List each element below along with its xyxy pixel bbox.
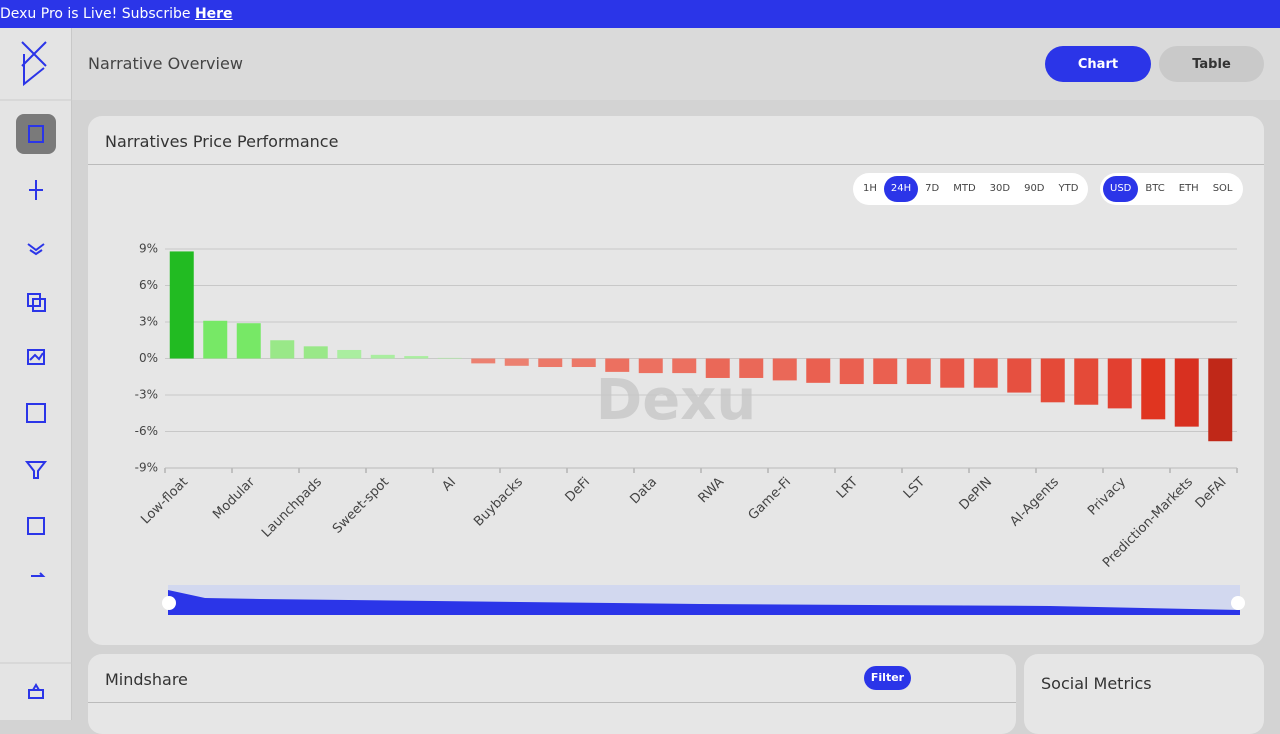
- header: Narrative Overview Chart Table: [72, 28, 1280, 100]
- panel-title: Narratives Price Performance: [105, 132, 339, 151]
- social-panel: Social Metrics: [1024, 654, 1264, 734]
- option[interactable]: MTD: [953, 183, 976, 194]
- nav-icon[interactable]: [28, 125, 44, 143]
- button-label: Table: [1192, 56, 1231, 72]
- panel-title: Social Metrics: [1041, 674, 1152, 693]
- chart-button[interactable]: Chart: [1045, 46, 1151, 82]
- nav-icon[interactable]: [31, 572, 46, 577]
- nav-icon[interactable]: [27, 349, 45, 365]
- nav-active[interactable]: [16, 114, 56, 154]
- mindshare-panel: Mindshare Filter: [88, 654, 1016, 734]
- nav-icon[interactable]: [29, 180, 43, 200]
- option[interactable]: YTD: [1058, 183, 1079, 194]
- option[interactable]: BTC: [1145, 183, 1165, 194]
- banner-text: Dexu Pro is Live! Subscribe: [0, 6, 191, 22]
- option[interactable]: 90D: [1024, 183, 1045, 194]
- table-button[interactable]: Table: [1159, 46, 1264, 82]
- option[interactable]: 30D: [989, 183, 1011, 194]
- option[interactable]: 7D: [925, 183, 940, 194]
- option[interactable]: 24H: [883, 176, 919, 202]
- nav-icon[interactable]: [27, 517, 45, 535]
- nav-icon[interactable]: [24, 461, 48, 479]
- filter-button[interactable]: Filter: [864, 666, 911, 690]
- nav-icon[interactable]: [32, 298, 46, 312]
- button-label: Chart: [1077, 56, 1119, 72]
- option[interactable]: ETH: [1178, 183, 1199, 194]
- nav-icon[interactable]: [26, 403, 46, 423]
- option[interactable]: 1H: [863, 183, 877, 194]
- nav-icon[interactable]: [28, 683, 44, 699]
- banner: Dexu Pro is Live! Subscribe Here: [0, 0, 1280, 28]
- logo: [21, 41, 47, 87]
- timeframe-selector: 1H 24H 7D MTD 30D 90D YTD: [853, 173, 1089, 205]
- sidebar: [0, 28, 72, 720]
- option[interactable]: USD: [1103, 176, 1139, 202]
- page-title: Narrative Overview: [88, 54, 243, 73]
- panel-title: Mindshare: [105, 670, 188, 689]
- performance-panel: Narratives Price Performance 1H 24H 7D MTD 3…: [88, 116, 1264, 645]
- sidebar-icons: [0, 41, 72, 699]
- option[interactable]: SOL: [1212, 183, 1233, 194]
- nav-icon[interactable]: [27, 243, 45, 256]
- banner-link[interactable]: Here: [194, 6, 233, 22]
- currency-selector: USD BTC ETH SOL: [1100, 173, 1243, 205]
